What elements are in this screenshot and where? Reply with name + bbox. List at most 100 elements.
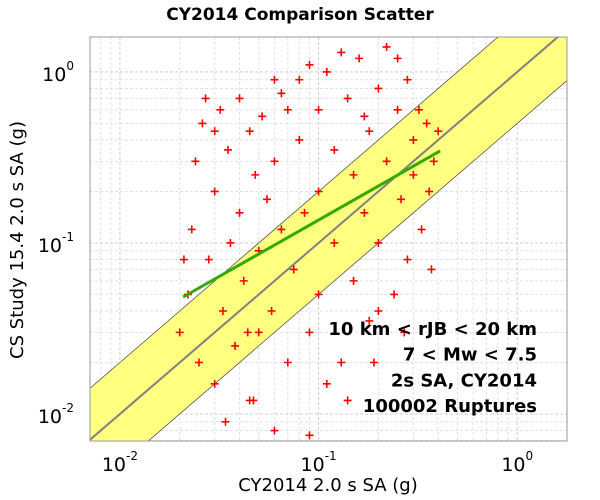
point (337, 358, 346, 367)
tick-exponent: -1 (325, 449, 337, 463)
point (322, 67, 331, 76)
point (403, 75, 412, 84)
point (429, 157, 438, 166)
tick-exponent: -1 (62, 229, 74, 243)
x-axis-label: CY2014 2.0 s SA (g) (238, 475, 418, 496)
point (403, 255, 412, 264)
tick-base: 10 (301, 454, 325, 476)
point (221, 417, 230, 426)
point (397, 195, 406, 204)
point (283, 105, 292, 114)
fit-line (182, 149, 441, 299)
point (191, 157, 200, 166)
point (425, 187, 434, 196)
annotation: 2s SA, CY2014 (391, 370, 537, 391)
tick-exponent: -2 (62, 400, 74, 414)
tick-base: 10 (38, 234, 62, 256)
point (226, 238, 235, 247)
point (355, 54, 364, 63)
point (210, 187, 219, 196)
point (349, 170, 358, 179)
annotation: 100002 Ruptures (363, 396, 537, 417)
point (349, 276, 358, 285)
point (390, 290, 399, 299)
points-layer (175, 42, 443, 440)
factor-band (90, 37, 567, 441)
point (374, 307, 383, 316)
point (235, 94, 244, 103)
band-layer (90, 37, 567, 441)
point (360, 112, 369, 121)
point (231, 341, 240, 350)
point (243, 328, 252, 337)
point (277, 225, 286, 234)
point (204, 255, 213, 264)
point (277, 89, 286, 98)
point (289, 265, 298, 274)
point (258, 112, 267, 121)
tick-base: 10 (501, 454, 525, 476)
point (216, 105, 225, 114)
annotation: 7 < Mw < 7.5 (403, 345, 537, 366)
point (414, 105, 423, 114)
point (305, 60, 314, 69)
point (249, 396, 258, 405)
point (337, 48, 346, 57)
point (187, 225, 196, 234)
tick-exponent: 0 (526, 449, 534, 463)
tick-label: 10-1 (38, 229, 74, 256)
point (179, 255, 188, 264)
point (369, 358, 378, 367)
point (245, 127, 254, 136)
point (270, 75, 279, 84)
tick-label: 100 (501, 449, 533, 476)
point (343, 396, 352, 405)
point (360, 208, 369, 217)
point (270, 426, 279, 435)
point (198, 119, 207, 128)
point (239, 276, 248, 285)
point (305, 328, 314, 337)
point (305, 431, 314, 440)
point (393, 54, 402, 63)
point (224, 145, 233, 154)
point (175, 328, 184, 337)
point (254, 328, 263, 337)
tick-base: 10 (42, 63, 66, 85)
point (374, 84, 383, 93)
point (409, 170, 418, 179)
tick-label: 10-1 (301, 449, 337, 476)
point (400, 328, 409, 337)
point (210, 379, 219, 388)
point (343, 94, 352, 103)
point (300, 208, 309, 217)
point (210, 127, 219, 136)
point (251, 170, 260, 179)
point (393, 105, 402, 114)
tick-label: 10-2 (38, 400, 74, 427)
point (382, 157, 391, 166)
point (365, 316, 374, 325)
annotation: 10 km < rJB < 20 km (328, 319, 537, 340)
point (263, 195, 272, 204)
tick-exponent: 0 (66, 58, 74, 72)
point (218, 307, 227, 316)
point (270, 157, 279, 166)
tick-base: 10 (38, 405, 62, 427)
point (283, 358, 292, 367)
point (322, 379, 331, 388)
y-axis-label: CS Study 15.4 2.0 s SA (g) (7, 121, 28, 359)
tick-label: 100 (42, 58, 74, 85)
tick-base: 10 (102, 454, 126, 476)
point (422, 119, 431, 128)
point (417, 225, 426, 234)
point (330, 145, 339, 154)
point (267, 307, 276, 316)
point (374, 238, 383, 247)
one-to-one-line (90, 37, 560, 441)
chart-title: CY2014 Comparison Scatter (166, 5, 434, 25)
point (427, 265, 436, 274)
